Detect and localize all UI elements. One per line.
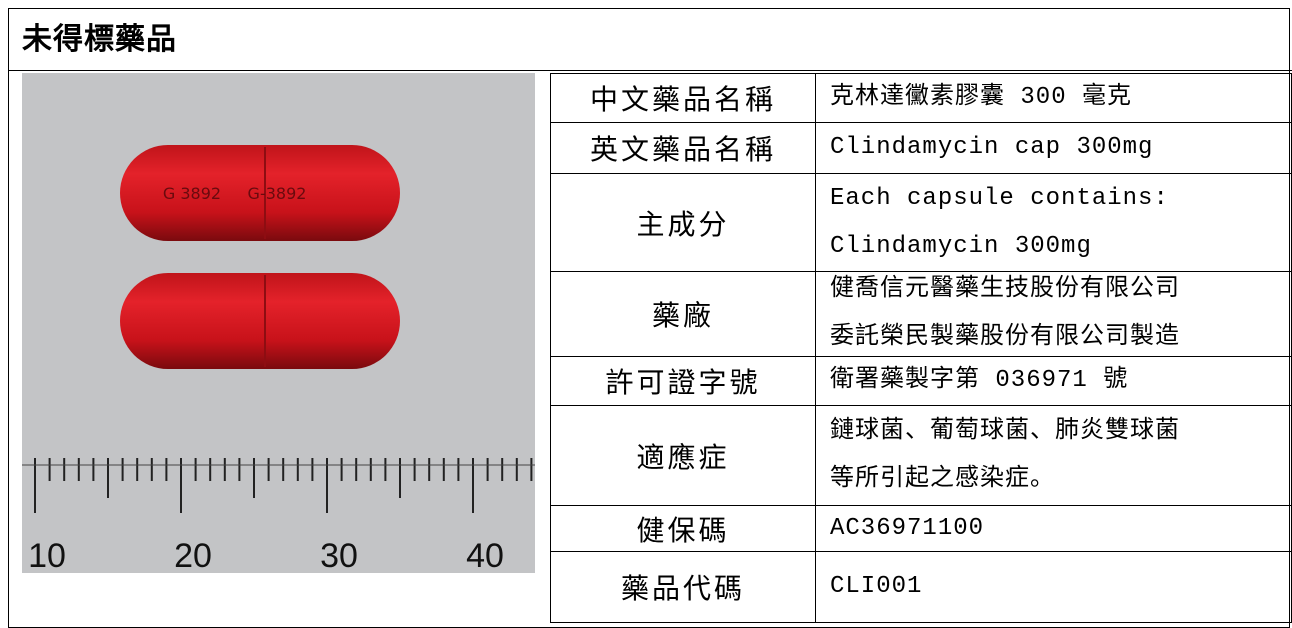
row-value: 克林達黴素膠囊 300 毫克: [815, 73, 1292, 123]
row-value: CLI001: [815, 551, 1292, 623]
value-line: Each capsule contains:: [830, 184, 1169, 212]
value-line: 委託榮民製藥股份有限公司製造: [830, 324, 1180, 351]
title: 未得標藥品: [22, 22, 177, 57]
value-line: 等所引起之感染症。: [830, 465, 1055, 493]
value-line: CLI001: [830, 573, 923, 600]
row-value: 衛署藥製字第 036971 號: [815, 356, 1292, 406]
ruler-label: 30: [320, 537, 358, 573]
value-line: AC36971100: [830, 514, 985, 542]
row-label: 英文藥品名稱: [550, 122, 816, 174]
row-value: AC36971100: [815, 505, 1292, 552]
row-label: 許可證字號: [550, 356, 816, 406]
row-label: 中文藥品名稱: [550, 73, 816, 123]
row-label: 健保碼: [550, 505, 816, 552]
value-line: 鏈球菌、葡萄球菌、肺炎雙球菌: [830, 417, 1180, 445]
value-line: 衛署藥製字第 036971 號: [830, 367, 1129, 394]
ruler-label: 40: [466, 537, 504, 573]
capsule: [120, 145, 400, 241]
imprint: G-3892: [248, 184, 307, 203]
row-value: 健喬信元醫藥生技股份有限公司 委託榮民製藥股份有限公司製造: [815, 271, 1292, 357]
value-line: 克林達黴素膠囊 300 毫克: [830, 84, 1133, 111]
row-label: 藥廠: [550, 271, 816, 357]
row-label: 主成分: [550, 173, 816, 272]
imprint: G 3892: [163, 184, 221, 203]
value-line: 健喬信元醫藥生技股份有限公司: [830, 276, 1180, 303]
row-value: Each capsule contains: Clindamycin 300mg: [815, 173, 1292, 272]
value-line: Clindamycin cap 300mg: [830, 134, 1154, 161]
divider: [8, 70, 1292, 71]
row-value: 鏈球菌、葡萄球菌、肺炎雙球菌 等所引起之感染症。: [815, 405, 1292, 506]
row-value: Clindamycin cap 300mg: [815, 122, 1292, 174]
capsule: [120, 273, 400, 369]
ruler-label: 20: [174, 537, 212, 573]
row-label: 藥品代碼: [550, 551, 816, 623]
value-line: Clindamycin 300mg: [830, 232, 1092, 260]
row-label: 適應症: [550, 405, 816, 506]
ruler: 10 20 30 40: [22, 458, 535, 573]
ruler-label: 10: [28, 537, 66, 573]
drug-photo: 10 20 30 40 G 3892 G-3892: [22, 73, 535, 573]
